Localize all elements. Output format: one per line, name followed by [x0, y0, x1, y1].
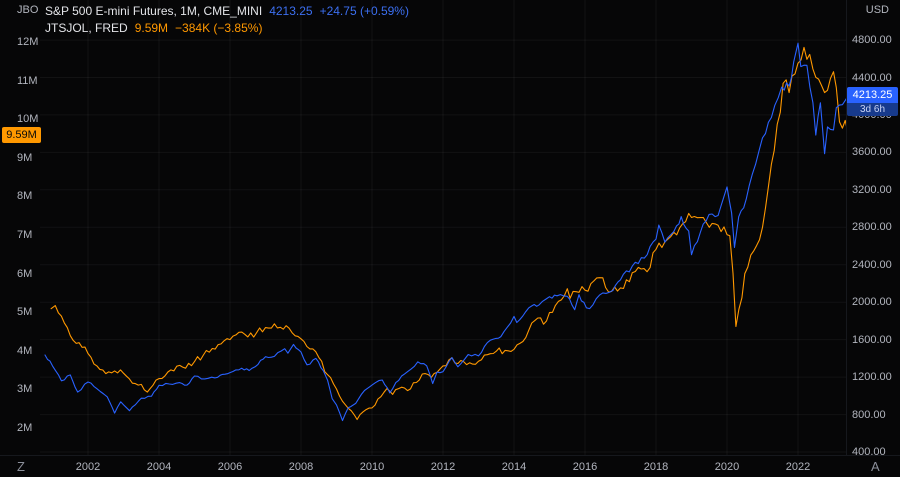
- bar-countdown-label: 3d 6h: [847, 102, 898, 116]
- left-axis-tick: 7M: [17, 229, 33, 241]
- indicator-series-title: JTSJOL, FRED: [45, 21, 128, 35]
- legend-indicator-series[interactable]: JTSJOL, FRED 9.59M −384K (−3.85%): [45, 20, 416, 37]
- right-axis-tick: 2000.00: [852, 296, 892, 309]
- right-axis-tick: 2400.00: [852, 258, 892, 271]
- time-axis-tick: 2010: [359, 461, 385, 473]
- time-axis-tick: 2004: [146, 461, 172, 473]
- left-axis-tick: 2M: [17, 422, 33, 434]
- right-axis-tick: 3200.00: [852, 183, 892, 196]
- main-series-change: +24.75 (+0.59%): [319, 4, 409, 18]
- right-axis-tick: 4800.00: [852, 34, 892, 47]
- left-axis-tick: 4M: [17, 344, 33, 357]
- left-axis-tick: 5M: [17, 306, 33, 319]
- right-axis-tick: 1600.00: [852, 333, 892, 346]
- logo-z[interactable]: Z: [17, 459, 25, 474]
- time-axis-tick: 2014: [501, 461, 527, 473]
- time-axis-tick: 2006: [217, 461, 243, 473]
- right-axis-tick: 1200.00: [852, 371, 892, 384]
- time-scale[interactable]: 2002 2004 2006 2008 2010 2012 2014 2016 2018 2020…: [0, 456, 900, 477]
- time-axis-tick: 2018: [643, 461, 669, 473]
- legend: S&P 500 E-mini Futures, 1M, CME_MINI 4213…: [45, 3, 416, 37]
- price-scale-divider: [846, 0, 847, 455]
- indicator-last-value-badge: 9.59M: [2, 127, 41, 144]
- price-last-value-badge: 4213.25 3d 6h: [847, 86, 898, 116]
- last-price-label: 4213.25: [847, 86, 898, 103]
- time-axis-tick: 2012: [430, 461, 456, 473]
- left-axis-tick: 12M: [17, 36, 39, 48]
- left-axis-tick: 10M: [17, 113, 39, 126]
- right-axis-tick: 800.00: [852, 408, 886, 421]
- indicator-series-change: −384K (−3.85%): [175, 21, 263, 35]
- right-axis-unit-label: USD: [865, 4, 889, 16]
- left-axis-unit-label: JBO: [17, 4, 39, 16]
- left-price-scale[interactable]: 12M 11M 10M 9M 8M 7M 6M 5M 4M 3M 2M: [0, 0, 40, 455]
- left-axis-tick: 9M: [17, 151, 33, 164]
- right-price-scale[interactable]: 4800.004400.004000.003600.003200.002800.…: [846, 0, 900, 458]
- right-axis-tick: 4400.00: [852, 71, 892, 84]
- left-axis-tick: 8M: [17, 190, 33, 203]
- main-series-price: 4213.25: [269, 4, 313, 18]
- right-axis-tick: 2800.00: [852, 221, 892, 234]
- legend-main-series[interactable]: S&P 500 E-mini Futures, 1M, CME_MINI 4213…: [45, 3, 416, 20]
- time-scale-divider: [0, 455, 900, 456]
- right-axis-tick: 3600.00: [852, 146, 892, 159]
- time-axis-tick: 2020: [714, 461, 740, 473]
- corner-a-control[interactable]: A: [871, 459, 880, 474]
- indicator-series-value: 9.59M: [134, 21, 169, 35]
- time-axis-tick: 2016: [572, 461, 598, 473]
- right-axis-tick: 400.00: [852, 446, 886, 458]
- main-series-title: S&P 500 E-mini Futures, 1M, CME_MINI: [45, 4, 263, 18]
- time-axis-tick: 2002: [75, 461, 101, 473]
- left-axis-tick: 3M: [17, 383, 33, 396]
- time-axis-tick: 2008: [288, 461, 314, 473]
- left-axis-tick: 11M: [17, 74, 38, 87]
- time-axis-tick: 2022: [785, 461, 811, 473]
- left-axis-tick: 6M: [17, 267, 33, 280]
